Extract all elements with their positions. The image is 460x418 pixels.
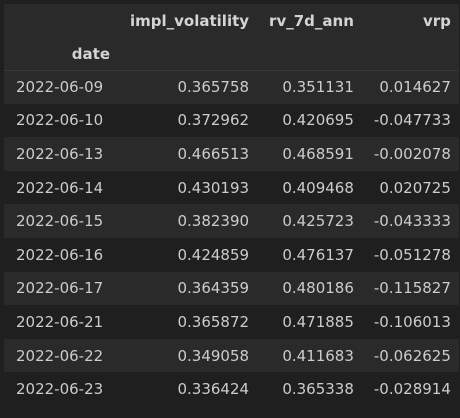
value-cell: 0.468591 (257, 137, 362, 171)
value-cell: 0.372962 (118, 103, 258, 138)
index-cell: 2022-06-23 (4, 372, 118, 406)
value-cell: 0.466513 (118, 137, 258, 171)
table-row: 2022-06-09 0.365758 0.351131 0.014627 (4, 70, 459, 104)
blank-cell (361, 38, 459, 71)
value-cell: 0.336424 (118, 372, 258, 406)
value-cell: 0.351131 (257, 70, 362, 104)
index-cell: 2022-06-15 (4, 204, 118, 238)
table-row: 2022-06-15 0.382390 0.425723 -0.043333 (4, 204, 459, 238)
value-cell: 0.430193 (118, 170, 258, 205)
value-cell: 0.382390 (118, 204, 258, 238)
value-cell: 0.424859 (118, 237, 258, 272)
value-cell: 0.364359 (118, 271, 258, 306)
table-header: impl_volatility rv_7d_ann vrp date (4, 4, 459, 71)
column-header-row: impl_volatility rv_7d_ann vrp (4, 4, 459, 38)
index-cell: 2022-06-09 (4, 70, 118, 104)
value-cell: 0.365872 (118, 305, 258, 339)
value-cell: 0.014627 (361, 70, 459, 104)
table-row: 2022-06-10 0.372962 0.420695 -0.047733 (4, 103, 459, 138)
table-row: 2022-06-14 0.430193 0.409468 0.020725 (4, 170, 459, 205)
value-cell: 0.349058 (118, 338, 258, 373)
table-row: 2022-06-16 0.424859 0.476137 -0.051278 (4, 237, 459, 272)
value-cell: 0.409468 (257, 170, 362, 205)
blank-cell (118, 38, 258, 71)
index-cell: 2022-06-17 (4, 271, 118, 306)
column-header: rv_7d_ann (257, 4, 362, 38)
column-header: impl_volatility (118, 4, 258, 38)
table-row: 2022-06-23 0.336424 0.365338 -0.028914 (4, 372, 459, 406)
value-cell: 0.365758 (118, 70, 258, 104)
value-cell: 0.420695 (257, 103, 362, 138)
index-name: date (4, 38, 118, 71)
index-cell: 2022-06-14 (4, 170, 118, 205)
value-cell: 0.365338 (257, 372, 362, 406)
value-cell: -0.002078 (361, 137, 459, 171)
dataframe-table: impl_volatility rv_7d_ann vrp date 2022-06… (4, 4, 459, 406)
value-cell: -0.051278 (361, 237, 459, 272)
index-header-row: date (4, 38, 459, 71)
table-row: 2022-06-17 0.364359 0.480186 -0.115827 (4, 271, 459, 306)
index-cell: 2022-06-13 (4, 137, 118, 171)
index-cell: 2022-06-22 (4, 338, 118, 373)
blank-cell (257, 38, 362, 71)
value-cell: 0.425723 (257, 204, 362, 238)
column-header: vrp (361, 4, 459, 38)
value-cell: -0.062625 (361, 338, 459, 373)
value-cell: 0.411683 (257, 338, 362, 373)
value-cell: -0.043333 (361, 204, 459, 238)
table-row: 2022-06-13 0.466513 0.468591 -0.002078 (4, 137, 459, 171)
value-cell: -0.047733 (361, 103, 459, 138)
corner-cell (4, 4, 118, 38)
table-body: 2022-06-09 0.365758 0.351131 0.014627 2022-0… (4, 70, 459, 406)
index-cell: 2022-06-10 (4, 103, 118, 138)
page: impl_volatility rv_7d_ann vrp date 2022-06… (0, 4, 460, 418)
value-cell: 0.020725 (361, 170, 459, 205)
value-cell: 0.471885 (257, 305, 362, 339)
value-cell: 0.476137 (257, 237, 362, 272)
index-cell: 2022-06-21 (4, 305, 118, 339)
value-cell: -0.115827 (361, 271, 459, 306)
table-row: 2022-06-21 0.365872 0.471885 -0.106013 (4, 305, 459, 339)
value-cell: -0.028914 (361, 372, 459, 406)
value-cell: 0.480186 (257, 271, 362, 306)
value-cell: -0.106013 (361, 305, 459, 339)
table-row: 2022-06-22 0.349058 0.411683 -0.062625 (4, 338, 459, 373)
index-cell: 2022-06-16 (4, 237, 118, 272)
